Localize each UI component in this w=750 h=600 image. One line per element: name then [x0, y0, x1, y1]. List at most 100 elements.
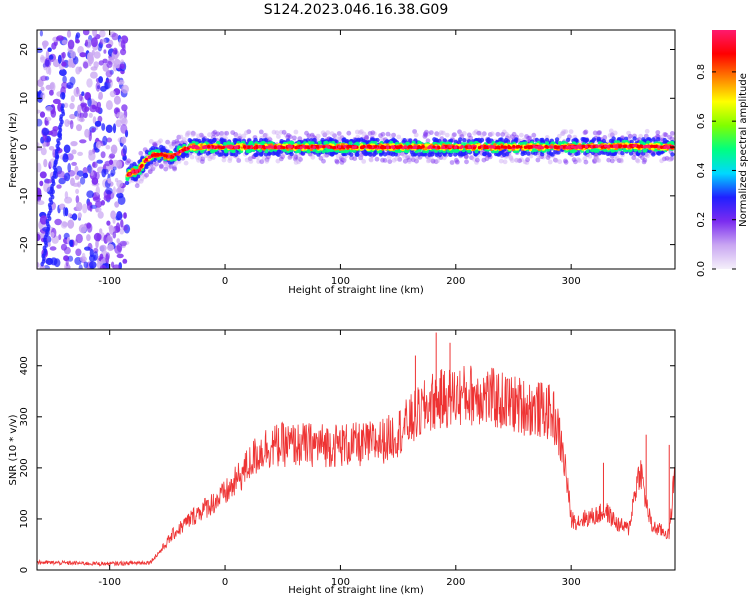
heatmap-cell — [307, 140, 312, 145]
heatmap-cell — [397, 157, 403, 162]
heatmap-cell — [646, 140, 651, 145]
heatmap-cell — [37, 47, 43, 53]
heatmap-cell — [441, 145, 445, 149]
heatmap-cell — [97, 115, 103, 123]
heatmap-cell — [472, 146, 476, 150]
heatmap-cell — [467, 145, 471, 149]
heatmap-cell — [158, 163, 164, 169]
heatmap-cell — [154, 161, 159, 167]
heatmap-cell — [110, 210, 116, 220]
x-tick-label: 100 — [331, 577, 350, 588]
heatmap-cell — [253, 152, 258, 157]
heatmap-cell — [233, 152, 239, 157]
heatmap-cell — [171, 139, 177, 145]
heatmap-cell — [343, 144, 347, 148]
heatmap-cell — [667, 145, 671, 150]
heatmap-cell — [416, 145, 420, 149]
heatmap-cell — [364, 134, 369, 140]
heatmap-cell — [267, 145, 272, 149]
heatmap-cell — [144, 172, 150, 178]
heatmap-cell — [258, 152, 264, 157]
heatmap-cell — [52, 126, 59, 132]
heatmap-cell — [150, 166, 156, 172]
heatmap-cell — [106, 235, 113, 244]
x-tick-label: -100 — [98, 276, 121, 287]
spectrogram-frame — [36, 29, 676, 270]
y-tick-label: 10 — [19, 92, 30, 105]
heatmap-cell — [364, 134, 370, 140]
heatmap-cell — [448, 145, 453, 149]
heatmap-cell — [132, 161, 137, 167]
heatmap-cell — [148, 139, 154, 144]
colorbar-tick-label: 0.0 — [696, 261, 707, 277]
heatmap-cell — [69, 239, 74, 247]
heatmap-cell — [553, 158, 559, 164]
heatmap-cell — [563, 159, 569, 165]
heatmap-cell — [294, 146, 298, 150]
heatmap-cell — [484, 156, 490, 162]
heatmap-cell — [299, 146, 303, 150]
heatmap-cell — [71, 213, 78, 221]
heatmap-cell — [152, 141, 157, 147]
heatmap-cell — [132, 176, 137, 182]
heatmap-cell — [583, 159, 589, 165]
heatmap-cell — [371, 131, 377, 137]
heatmap-cell — [246, 129, 252, 135]
heatmap-cell — [651, 152, 656, 157]
heatmap-cell — [500, 132, 505, 137]
heatmap-cell — [118, 79, 125, 85]
heatmap-cell — [489, 131, 495, 137]
heatmap-cell — [151, 164, 157, 170]
heatmap-cell — [112, 186, 116, 195]
heatmap-cell — [112, 123, 117, 134]
heatmap-cell — [320, 137, 325, 143]
heatmap-cell — [444, 144, 448, 149]
heatmap-cell — [655, 130, 661, 135]
heatmap-cell — [115, 222, 121, 233]
heatmap-cell — [632, 136, 637, 141]
heatmap-cell — [501, 129, 507, 135]
heatmap-cell — [86, 78, 93, 88]
heatmap-cell — [619, 158, 624, 164]
heatmap-cell — [367, 131, 373, 136]
heatmap-cell — [540, 146, 545, 150]
heatmap-cell — [253, 137, 258, 143]
heatmap-cell — [663, 145, 667, 149]
spectrogram-x-label: Height of straight line (km) — [288, 285, 424, 296]
heatmap-cell — [293, 156, 298, 162]
heatmap-cell — [200, 159, 205, 165]
heatmap-cell — [43, 182, 51, 193]
heatmap-cell — [190, 132, 196, 138]
heatmap-cell — [573, 145, 577, 149]
heatmap-cell — [412, 129, 417, 134]
heatmap-cell — [293, 160, 299, 165]
heatmap-cell — [224, 152, 229, 157]
heatmap-cell — [517, 158, 522, 164]
snr-y-label: SNR (10 * v/v) — [8, 414, 19, 485]
heatmap-cell — [89, 265, 94, 269]
heatmap-cell — [170, 155, 175, 159]
heatmap-cell — [342, 156, 347, 162]
heatmap-cell — [91, 177, 99, 185]
colorbar-tick-label: 0.4 — [696, 162, 707, 178]
heatmap-cell — [656, 137, 661, 142]
heatmap-cell — [278, 156, 284, 162]
heatmap-cell — [425, 138, 431, 144]
heatmap-cell — [405, 141, 410, 146]
heatmap-cell — [37, 262, 40, 268]
heatmap-cell — [54, 218, 62, 226]
heatmap-cell — [76, 201, 83, 212]
heatmap-cell — [61, 39, 68, 45]
heatmap-cell — [140, 172, 146, 178]
heatmap-cell — [374, 156, 380, 162]
heatmap-cell — [476, 130, 482, 136]
heatmap-cell — [96, 159, 103, 164]
heatmap-cell — [113, 95, 121, 105]
colorbar-bar — [712, 30, 736, 269]
heatmap-cell — [259, 159, 265, 165]
heatmap-cell — [71, 161, 77, 166]
heatmap-cell — [537, 145, 541, 150]
heatmap-cell — [641, 159, 647, 165]
heatmap-cell — [402, 154, 407, 159]
y-tick-label: 0 — [19, 567, 30, 573]
